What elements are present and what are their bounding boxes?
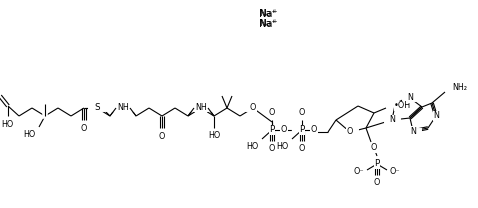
Text: O: O <box>374 178 380 187</box>
Text: Na⁺: Na⁺ <box>259 19 277 29</box>
Text: Na⁺: Na⁺ <box>260 10 276 19</box>
Text: Na⁺: Na⁺ <box>259 9 277 19</box>
Text: O: O <box>299 108 305 117</box>
Text: O: O <box>269 108 275 117</box>
Text: S: S <box>94 104 100 113</box>
Text: O: O <box>281 125 287 135</box>
Text: P: P <box>374 160 380 168</box>
Text: O: O <box>269 144 275 153</box>
Text: HO: HO <box>277 142 289 151</box>
Text: P: P <box>270 125 275 135</box>
Text: NH: NH <box>195 104 207 113</box>
Text: •OH: •OH <box>394 102 411 110</box>
Text: O: O <box>371 144 377 152</box>
Text: O: O <box>299 144 305 153</box>
Text: N: N <box>407 94 413 103</box>
Text: O⁻: O⁻ <box>353 167 364 177</box>
Text: O: O <box>347 128 353 136</box>
Text: P: P <box>299 125 304 135</box>
Text: HO: HO <box>0 120 5 129</box>
Text: HO: HO <box>1 120 13 129</box>
Text: Na⁺: Na⁺ <box>260 20 276 28</box>
Text: NH: NH <box>117 104 129 113</box>
Text: HO: HO <box>24 130 36 139</box>
Text: O: O <box>81 124 87 133</box>
Text: N: N <box>433 111 439 120</box>
Text: O⁻: O⁻ <box>390 167 401 177</box>
Text: N: N <box>389 115 395 125</box>
Text: N: N <box>410 126 416 135</box>
Text: HO: HO <box>247 142 259 151</box>
Text: O: O <box>311 125 317 135</box>
Text: NH₂: NH₂ <box>452 83 467 93</box>
Text: O: O <box>250 104 256 113</box>
Text: HO: HO <box>208 131 220 140</box>
Text: O: O <box>159 132 165 141</box>
